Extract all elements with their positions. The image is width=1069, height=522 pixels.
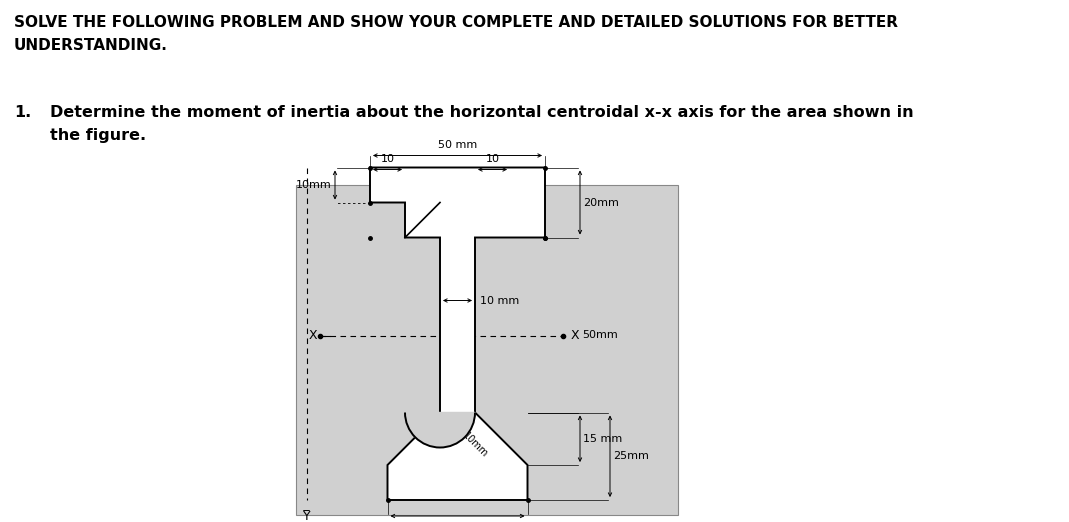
Polygon shape [370,168,545,500]
Text: 10mm: 10mm [296,180,332,190]
Text: 25mm: 25mm [613,451,649,461]
Text: Y̅: Y̅ [304,510,311,522]
Text: 15 mm: 15 mm [583,434,622,444]
Wedge shape [405,412,475,447]
Text: the figure.: the figure. [50,128,146,143]
Text: SOLVE THE FOLLOWING PROBLEM AND SHOW YOUR COMPLETE AND DETAILED SOLUTIONS FOR BE: SOLVE THE FOLLOWING PROBLEM AND SHOW YOU… [14,15,898,30]
Text: UNDERSTANDING.: UNDERSTANDING. [14,38,168,53]
Text: 50 mm: 50 mm [438,139,477,149]
Bar [296,185,678,515]
Text: X: X [308,329,317,342]
Text: 10: 10 [381,155,394,164]
Text: 10 mm: 10 mm [480,295,520,305]
Text: Determine the moment of inertia about the horizontal centroidal x-x axis for the: Determine the moment of inertia about th… [50,105,914,120]
Text: 1.: 1. [14,105,31,120]
Text: 10mm: 10mm [461,430,491,459]
Text: 10: 10 [485,155,499,164]
Text: X: X [571,329,579,342]
Text: 20mm: 20mm [583,197,619,208]
Text: 50mm: 50mm [583,330,618,340]
